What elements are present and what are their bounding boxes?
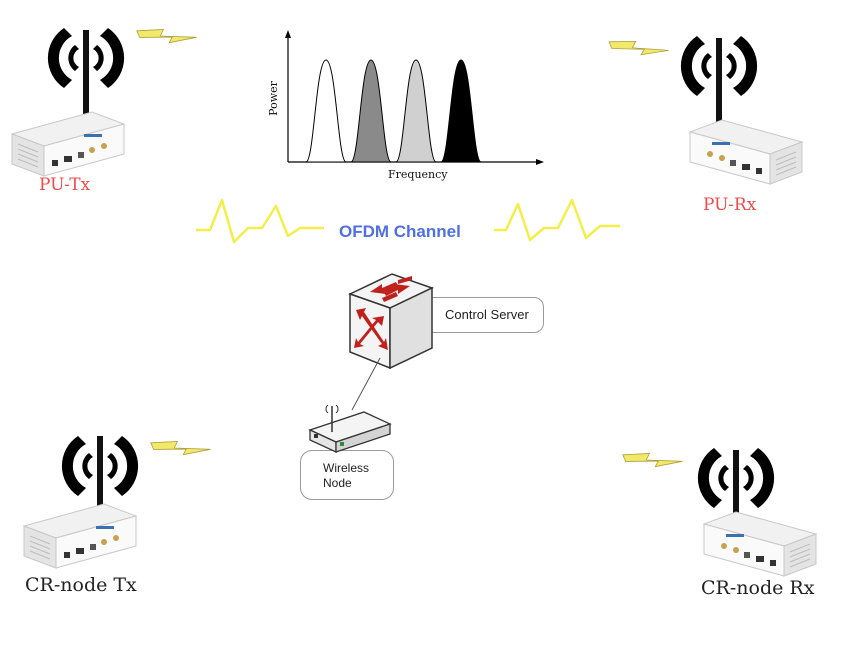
ofdm-channel-label: OFDM Channel — [339, 222, 461, 241]
cr-rx-device — [697, 448, 817, 577]
control-server-label-box: Control Server — [420, 297, 544, 333]
signal-wave-right — [494, 198, 620, 242]
spectrum-x-label: Frequency — [388, 168, 448, 181]
pu-rx-device — [680, 36, 803, 185]
wireless-node-label: Wireless Node — [323, 461, 370, 490]
control-server-label: Control Server — [445, 307, 529, 322]
cr-rx-label: CR-node Rx — [701, 577, 815, 599]
pu-rx-label: PU-Rx — [703, 195, 757, 215]
wireless-node-icon — [308, 404, 392, 454]
spectrum-peak — [350, 59, 392, 163]
cr-tx-device — [23, 436, 139, 569]
spectrum-peak — [395, 59, 437, 163]
spectrum-peak — [305, 59, 347, 163]
cr-tx-label: CR-node Tx — [25, 574, 137, 596]
pu-tx-label: PU-Tx — [39, 175, 91, 195]
wireless-node-label-box: Wireless Node — [300, 450, 394, 500]
pu-tx-device — [11, 28, 125, 177]
router-icon — [348, 273, 434, 370]
signal-wave-left — [196, 198, 324, 244]
spectrum-peak — [440, 59, 482, 163]
spectrum-plot — [285, 30, 544, 165]
